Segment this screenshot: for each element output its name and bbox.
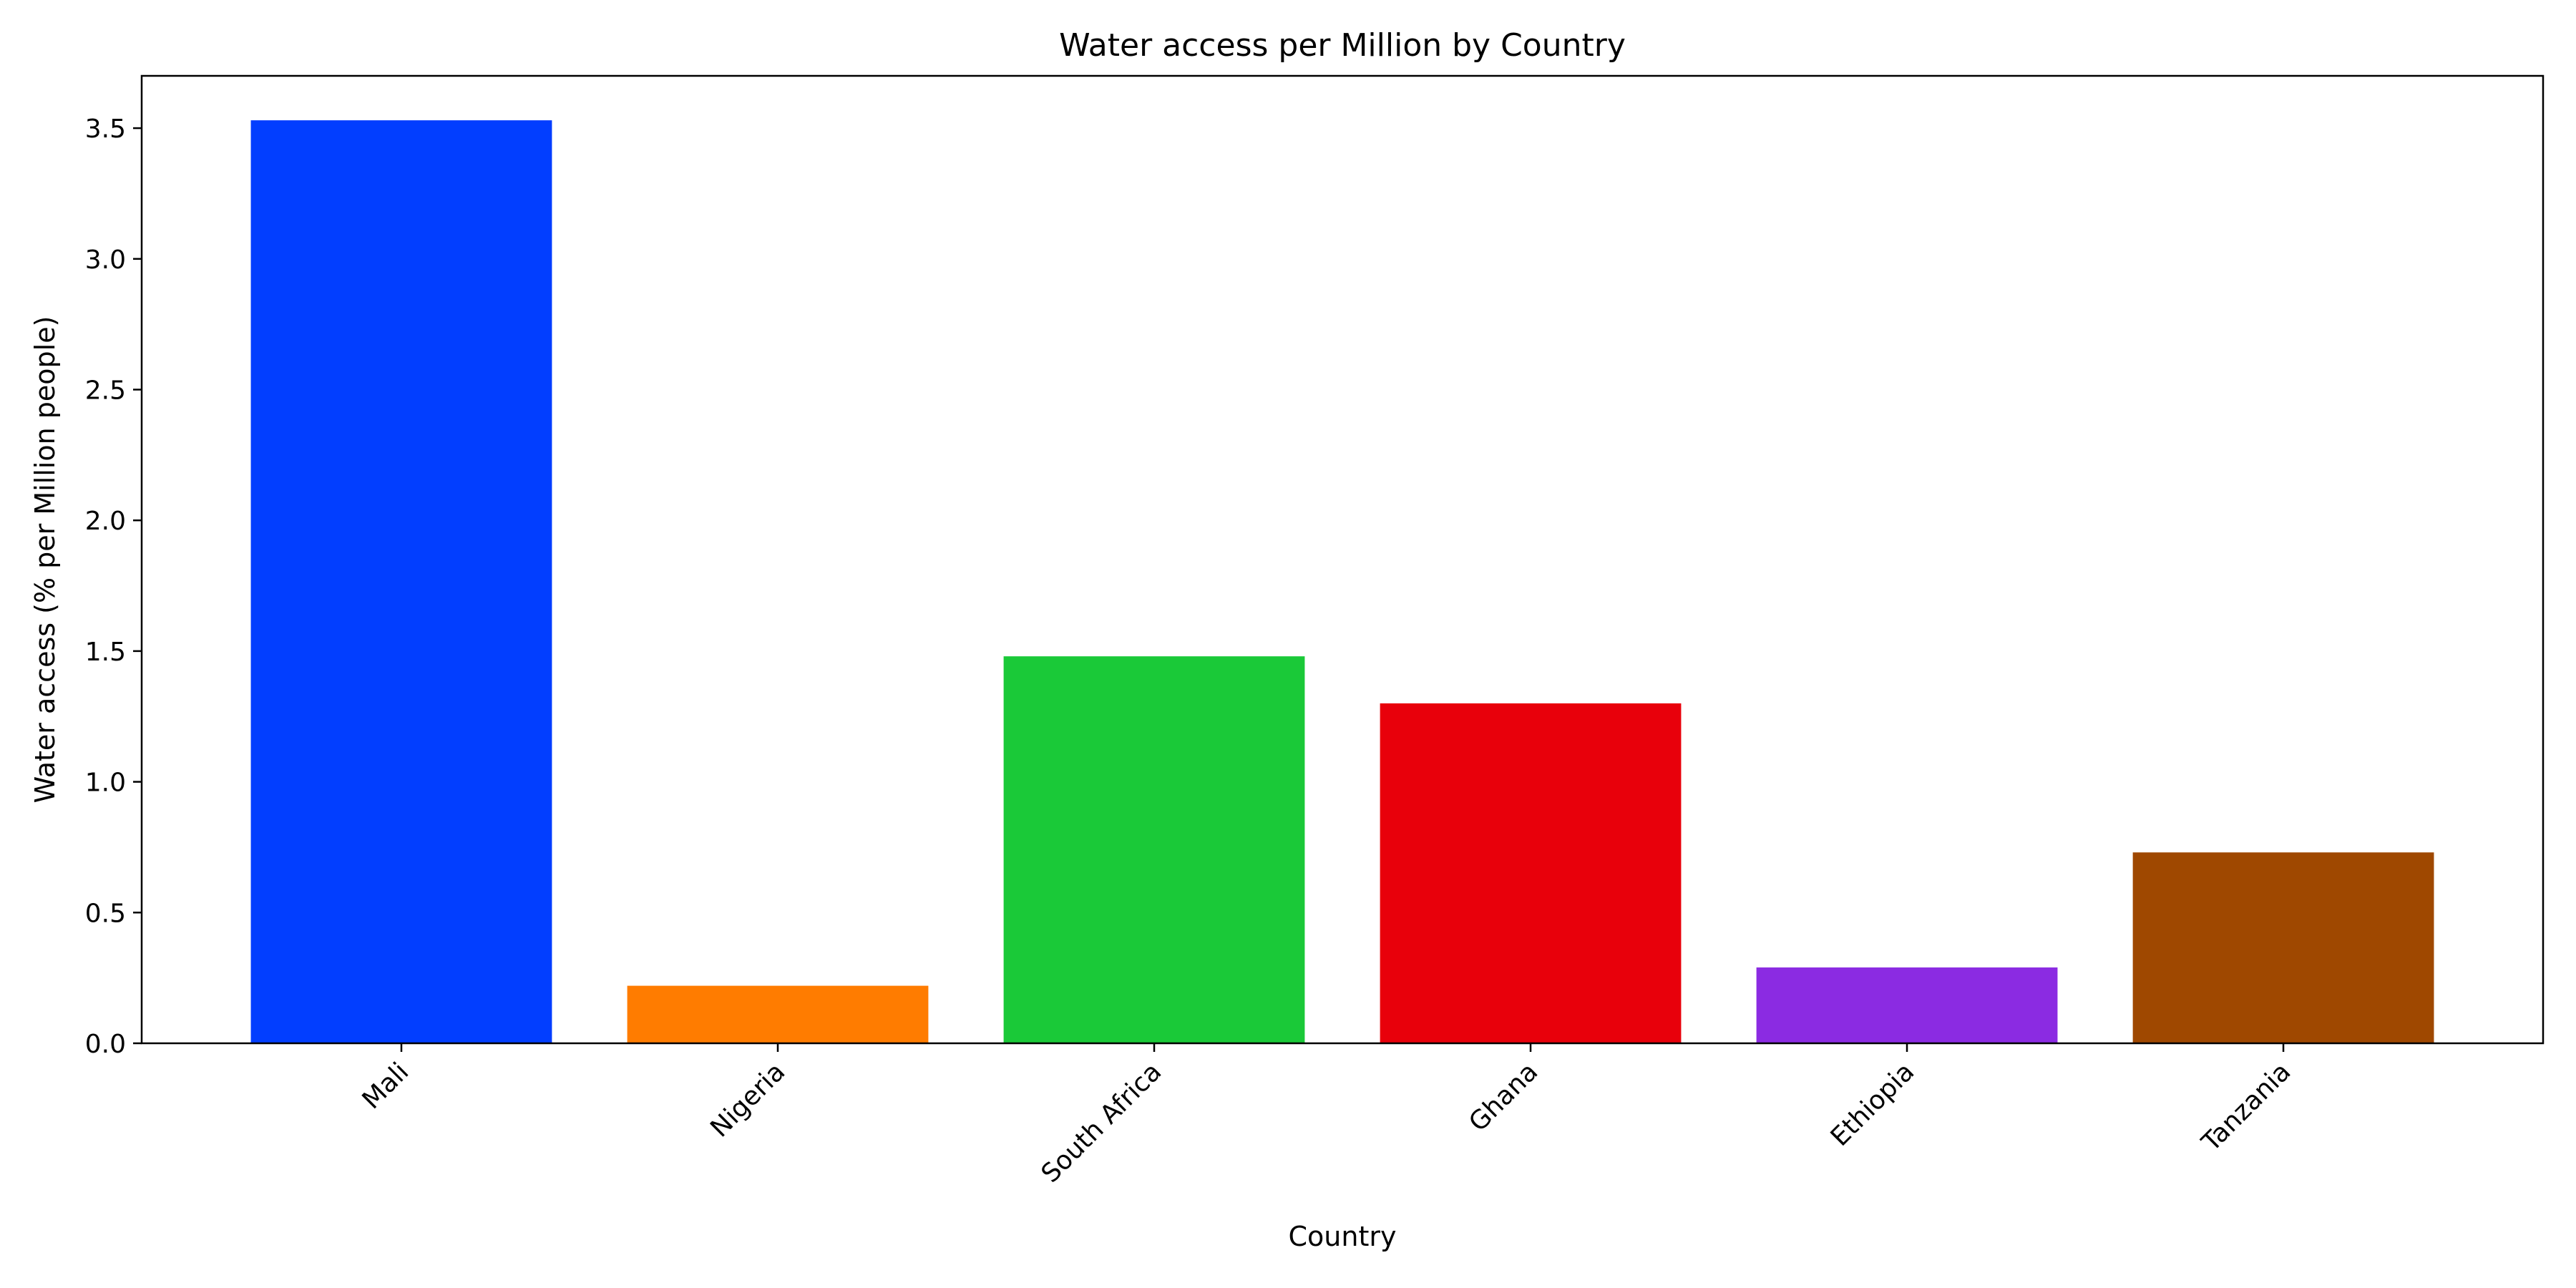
x-tick-label: Ethiopia — [1825, 1057, 1921, 1152]
y-axis: 0.0 0.5 1.0 1.5 2.0 2.5 3.0 3.5 — [85, 114, 142, 1059]
bar-ghana — [1380, 703, 1682, 1043]
bar-ethiopia — [1756, 967, 2058, 1043]
x-tick-label: Ghana — [1463, 1057, 1543, 1137]
y-tick-label: 3.5 — [85, 114, 126, 144]
y-axis-label: Water access (% per Million people) — [29, 316, 61, 804]
bar-south-africa — [1003, 656, 1305, 1043]
y-tick-label: 0.0 — [85, 1030, 126, 1059]
x-tick-label: Tanzania — [2196, 1057, 2297, 1158]
x-axis: Mali Nigeria South Africa Ghana Ethiopia Tanz… — [357, 1043, 2297, 1189]
y-tick-label: 1.0 — [85, 769, 126, 798]
bar-nigeria — [627, 985, 929, 1043]
bar-mali — [250, 120, 552, 1044]
y-tick-label: 2.0 — [85, 507, 126, 536]
plot-frame — [140, 74, 2545, 1045]
x-tick-label: South Africa — [1036, 1057, 1168, 1189]
y-tick-label: 1.5 — [85, 638, 126, 667]
x-tick-label: Mali — [357, 1057, 415, 1115]
bar-tanzania — [2132, 852, 2434, 1043]
bars-group — [250, 120, 2434, 1044]
y-tick-label: 2.5 — [85, 376, 126, 405]
y-tick-label: 0.5 — [85, 899, 126, 928]
x-tick-label: Nigeria — [705, 1057, 791, 1143]
y-tick-label: 3.0 — [85, 245, 126, 275]
chart-title: Water access per Million by Country — [1059, 27, 1626, 64]
x-axis-label: Country — [1289, 1221, 1397, 1252]
